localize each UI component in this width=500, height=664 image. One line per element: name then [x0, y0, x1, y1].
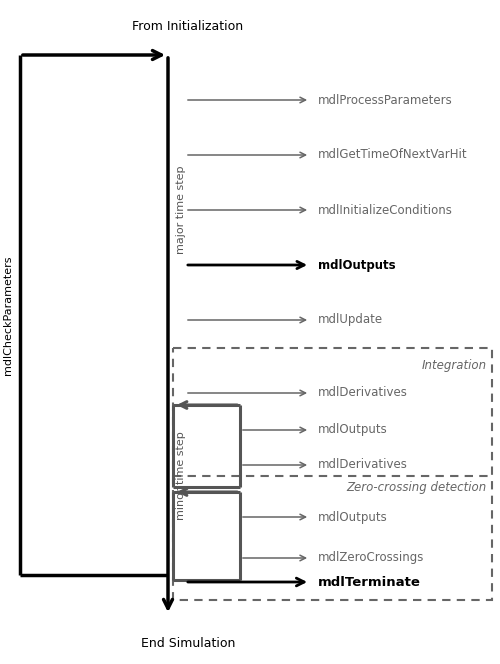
Bar: [173, 348, 492, 600]
Text: mdlOutputs: mdlOutputs: [318, 424, 388, 436]
Text: mdlOutputs: mdlOutputs: [318, 258, 396, 272]
Text: Zero-crossing detection: Zero-crossing detection: [347, 481, 487, 493]
Text: mdlOutputs: mdlOutputs: [318, 511, 388, 523]
Text: mdlInitializeConditions: mdlInitializeConditions: [318, 203, 453, 216]
Text: minor time step: minor time step: [176, 431, 186, 520]
Text: mdlCheckParameters: mdlCheckParameters: [3, 255, 13, 374]
Text: mdlTerminate: mdlTerminate: [318, 576, 421, 588]
Text: mdlProcessParameters: mdlProcessParameters: [318, 94, 453, 106]
Text: Integration: Integration: [422, 359, 487, 371]
Text: mdlUpdate: mdlUpdate: [318, 313, 383, 327]
Text: mdlGetTimeOfNextVarHit: mdlGetTimeOfNextVarHit: [318, 149, 468, 161]
Text: From Initialization: From Initialization: [132, 20, 244, 33]
Text: mdlDerivatives: mdlDerivatives: [318, 386, 408, 400]
Text: mdlZeroCrossings: mdlZeroCrossings: [318, 552, 424, 564]
Text: major time step: major time step: [176, 166, 186, 254]
Text: End Simulation: End Simulation: [141, 637, 235, 650]
Text: mdlDerivatives: mdlDerivatives: [318, 459, 408, 471]
